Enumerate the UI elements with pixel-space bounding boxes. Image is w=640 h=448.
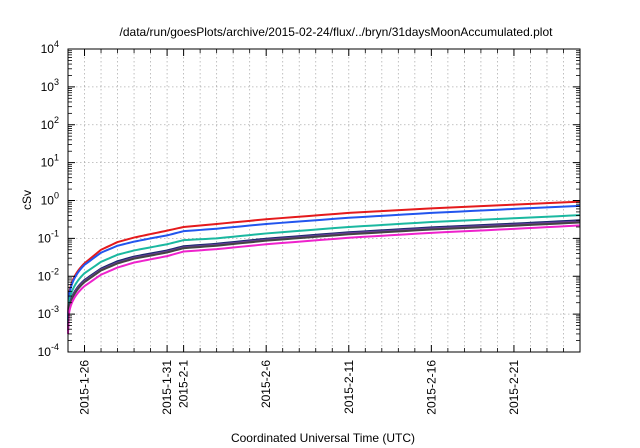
- y-axis-label: cSv: [20, 190, 34, 210]
- x-tick-label: 2015-2-1: [177, 360, 191, 408]
- x-tick-label: 2015-1-26: [78, 360, 92, 415]
- x-tick-label: 2015-2-21: [507, 360, 521, 415]
- x-tick-label: 2015-1-31: [160, 360, 174, 415]
- series-line-3: [67, 214, 581, 326]
- y-tick-labels: 10-4 10-3 10-2 10-1 100 101 102 103 104: [38, 39, 59, 359]
- y-tick-label: 100: [41, 191, 59, 208]
- chart-title: /data/run/goesPlots/archive/2015-02-24/f…: [120, 25, 554, 39]
- y-tick-label: 101: [41, 153, 59, 170]
- ticks: [68, 48, 580, 353]
- y-tick-label: 102: [41, 115, 59, 132]
- series-group: [67, 200, 581, 334]
- series-line-2: [67, 204, 581, 321]
- y-tick-label: 10-1: [38, 228, 59, 245]
- x-tick-label: 2015-2-6: [259, 360, 273, 408]
- x-tick-label: 2015-2-16: [424, 360, 438, 415]
- x-tick-labels: 2015-1-26 2015-1-31 2015-2-1 2015-2-6 2015-2…: [78, 360, 521, 415]
- y-tick-label: 103: [41, 77, 59, 94]
- series-line-7: [67, 224, 581, 334]
- x-axis-label: Coordinated Universal Time (UTC): [231, 431, 415, 445]
- y-tick-label: 10-3: [38, 304, 59, 321]
- grid: [68, 49, 580, 352]
- series-line-6: [67, 221, 581, 331]
- y-tick-label: 104: [41, 39, 59, 56]
- series-line-1: [67, 200, 581, 318]
- y-tick-label: 10-4: [38, 342, 59, 359]
- x-tick-label: 2015-2-11: [342, 360, 356, 414]
- y-tick-label: 10-2: [38, 266, 59, 283]
